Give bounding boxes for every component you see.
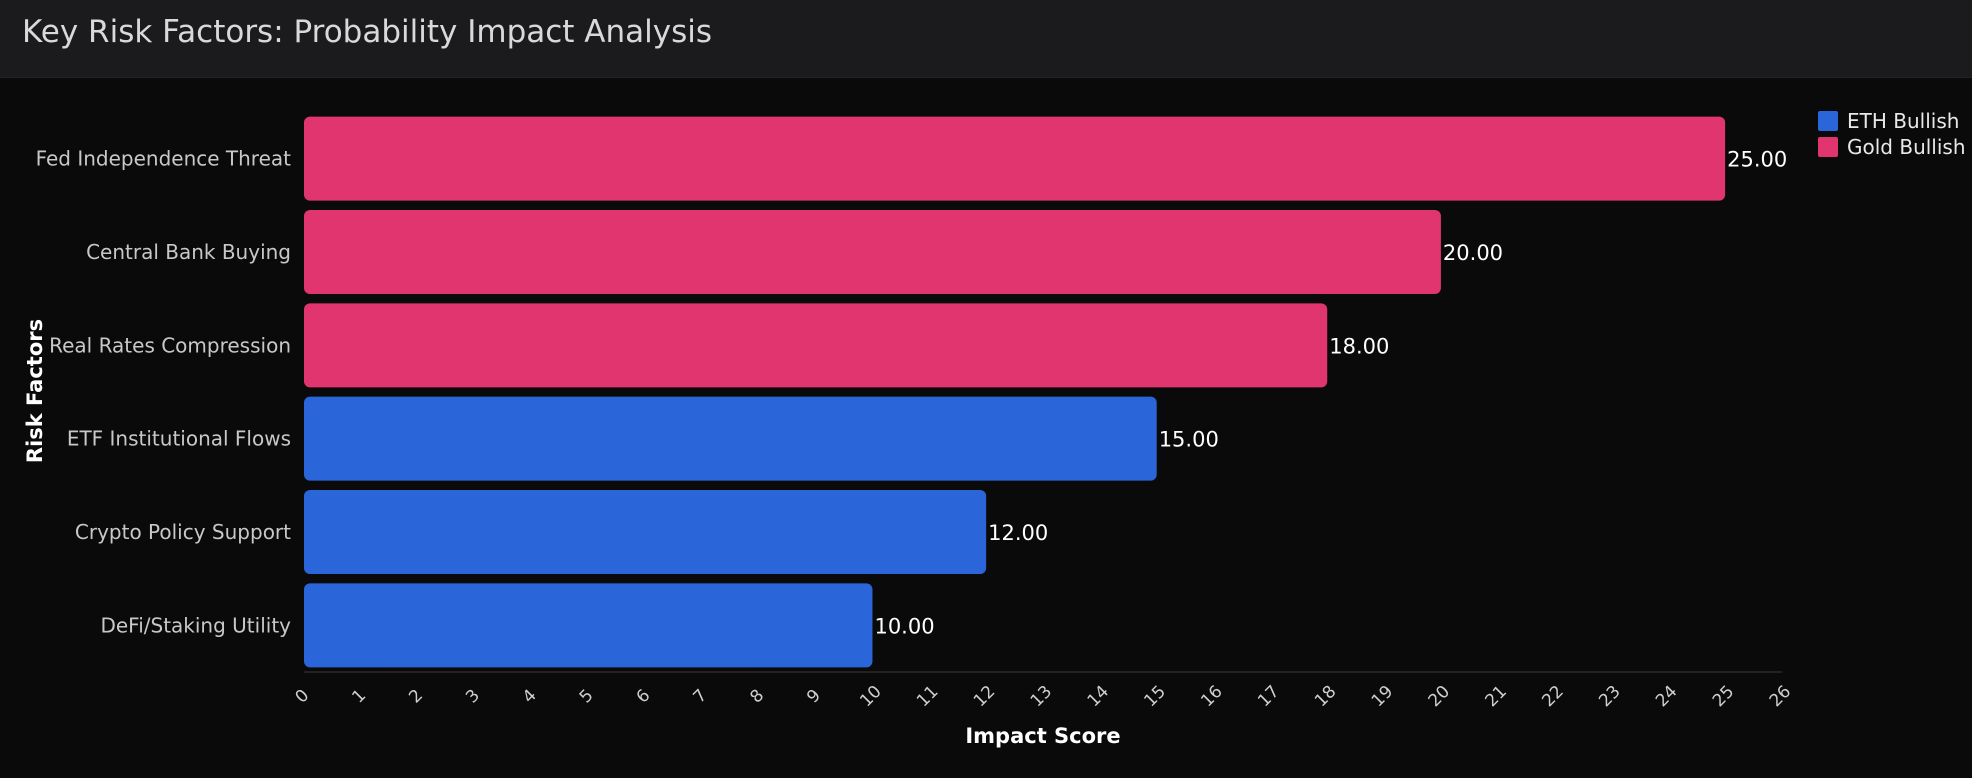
x-tick-label: 13 bbox=[1027, 682, 1056, 711]
bar-group-real-rates-compression: Real Rates Compression 18.00 bbox=[49, 303, 1389, 388]
bar-central-bank-buying[interactable] bbox=[304, 210, 1441, 294]
data-label: 25.00 bbox=[1727, 148, 1787, 172]
bar-group-defi-staking-utility: DeFi/Staking Utility 10.00 bbox=[100, 583, 935, 668]
legend-item-gold-bullish[interactable]: Gold Bullish bbox=[1818, 134, 1968, 160]
y-tick-label: Real Rates Compression bbox=[49, 333, 291, 357]
x-axis-title: Impact Score bbox=[965, 724, 1120, 748]
x-tick-label: 23 bbox=[1595, 682, 1624, 711]
x-tick-label: 16 bbox=[1197, 682, 1226, 711]
x-tick-label: 9 bbox=[803, 686, 825, 708]
x-tick-label: 4 bbox=[519, 686, 541, 708]
x-tick-label: 10 bbox=[856, 682, 885, 711]
bar-group-crypto-policy-support: Crypto Policy Support 12.00 bbox=[75, 490, 1048, 574]
x-tick-label: 21 bbox=[1482, 682, 1511, 711]
legend-label-eth-bullish: ETH Bullish bbox=[1847, 109, 1960, 133]
x-tick-label: 11 bbox=[913, 682, 942, 711]
data-label: 15.00 bbox=[1159, 428, 1219, 452]
x-tick-label: 2 bbox=[405, 686, 427, 708]
bar-defi-staking-utility[interactable] bbox=[304, 583, 873, 668]
bar-crypto-policy-support[interactable] bbox=[304, 490, 987, 574]
x-tick-label: 19 bbox=[1368, 682, 1397, 711]
bar-fed-independence-threat[interactable] bbox=[304, 116, 1726, 201]
legend-label-gold-bullish: Gold Bullish bbox=[1847, 135, 1966, 159]
x-tick-label: 6 bbox=[633, 686, 655, 708]
y-tick-label: Crypto Policy Support bbox=[75, 520, 291, 544]
y-tick-label: Fed Independence Threat bbox=[36, 147, 292, 171]
x-tick-label: 0 bbox=[292, 686, 314, 708]
x-tick-label: 3 bbox=[462, 686, 484, 708]
legend: ETH Bullish Gold Bullish bbox=[1818, 108, 1968, 160]
x-tick-label: 14 bbox=[1084, 682, 1113, 711]
x-tick-label: 1 bbox=[348, 686, 370, 708]
bar-group-etf-institutional-flows: ETF Institutional Flows 15.00 bbox=[67, 396, 1219, 481]
x-tick-label: 8 bbox=[746, 686, 768, 708]
x-tick-label: 26 bbox=[1766, 682, 1795, 711]
legend-swatch-eth-bullish bbox=[1818, 111, 1838, 131]
data-label: 10.00 bbox=[874, 614, 934, 638]
y-tick-label: ETF Institutional Flows bbox=[67, 427, 291, 451]
x-tick-label: 5 bbox=[576, 686, 598, 708]
chart-title: Key Risk Factors: Probability Impact Ana… bbox=[22, 14, 713, 50]
x-tick-label: 12 bbox=[970, 682, 999, 711]
x-tick-label: 22 bbox=[1538, 682, 1567, 711]
x-tick-label: 7 bbox=[689, 686, 711, 708]
y-tick-label: Central Bank Buying bbox=[86, 240, 291, 264]
x-tick-label: 25 bbox=[1709, 682, 1738, 711]
y-axis-title: Risk Factors bbox=[23, 319, 47, 463]
x-tick-label: 18 bbox=[1311, 682, 1340, 711]
title-bar: Key Risk Factors: Probability Impact Ana… bbox=[0, 0, 1972, 78]
y-tick-label: DeFi/Staking Utility bbox=[100, 613, 291, 637]
x-tick-label: 24 bbox=[1652, 682, 1681, 711]
bar-real-rates-compression[interactable] bbox=[304, 303, 1328, 388]
legend-swatch-gold-bullish bbox=[1818, 137, 1838, 157]
bar-group-fed-independence-threat: Fed Independence Threat 25.00 bbox=[36, 116, 1787, 201]
x-tick-label: 15 bbox=[1140, 682, 1169, 711]
data-label: 12.00 bbox=[988, 521, 1048, 545]
legend-item-eth-bullish[interactable]: ETH Bullish bbox=[1818, 108, 1968, 134]
data-label: 20.00 bbox=[1443, 241, 1503, 265]
bar-etf-institutional-flows[interactable] bbox=[304, 396, 1157, 481]
data-label: 18.00 bbox=[1329, 334, 1389, 358]
x-tick-label: 17 bbox=[1254, 682, 1283, 711]
x-tick-label: 20 bbox=[1425, 682, 1454, 711]
bar-group-central-bank-buying: Central Bank Buying 20.00 bbox=[86, 210, 1503, 294]
